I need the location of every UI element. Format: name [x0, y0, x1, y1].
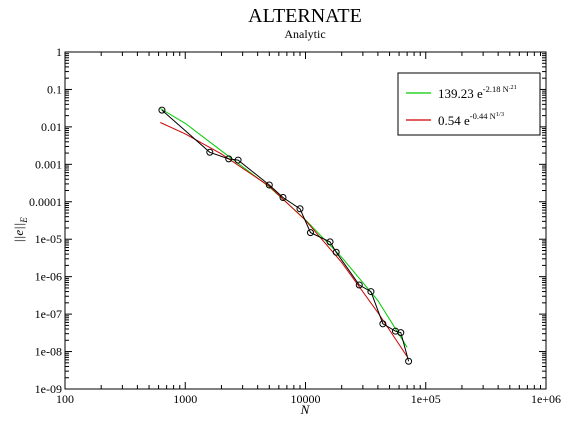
data-point — [306, 229, 314, 237]
data-point — [296, 205, 304, 213]
axis-ticks — [64, 52, 546, 390]
legend-red-coef: 0.54 — [438, 113, 461, 128]
data-point — [397, 329, 405, 337]
data-point — [367, 288, 375, 296]
y-tick-label: 1e-08 — [35, 345, 62, 359]
data-point — [265, 181, 273, 189]
y-tick-label: 1e-05 — [35, 232, 62, 246]
axis-tick-labels: 100 1000 10000 1e+05 1e+06 1 0.1 0.01 0.001 0.000… — [29, 45, 561, 406]
legend-box — [397, 72, 541, 136]
data-point — [326, 238, 334, 246]
data-point — [405, 357, 413, 365]
x-tick-label: 10000 — [291, 392, 321, 406]
y-tick-label: 1e-09 — [35, 382, 62, 396]
y-tick-label: 0.0001 — [29, 195, 62, 209]
x-tick-label: 1e+06 — [531, 392, 561, 406]
y-tick-label: 0.001 — [35, 157, 62, 171]
data-line — [161, 109, 410, 362]
x-tick-label: 1000 — [173, 392, 197, 406]
legend-green-coef: 139.23 — [438, 86, 474, 101]
legend-entry-red: 0.54 e-0.44 N1/3 — [438, 111, 504, 128]
y-tick-label: 0.1 — [47, 82, 62, 96]
legend-green-base: e — [477, 86, 483, 101]
data-point — [206, 148, 214, 156]
data-point — [234, 156, 242, 164]
legend-red-exp-power: 1/3 — [496, 111, 504, 118]
fit-line-green — [160, 108, 408, 348]
legend-green-exp-power: .21 — [509, 84, 517, 91]
x-axis-label: N — [300, 402, 311, 417]
y-axis-label: ||e||E — [11, 217, 29, 243]
legend-entry-green: 139.23 e-2.18 N.21 — [438, 84, 517, 101]
y-axis-label-main: ||e|| — [11, 223, 26, 243]
data-point — [225, 155, 233, 163]
legend-red-exp-prefix: -0.44 N — [470, 111, 496, 121]
legend-red-base: e — [464, 113, 470, 128]
y-tick-label: 1 — [56, 45, 62, 59]
y-tick-label: 0.01 — [41, 120, 62, 134]
chart-title: ALTERNATE — [248, 5, 362, 27]
data-point — [355, 281, 363, 289]
data-point — [332, 248, 340, 256]
y-tick-label: 1e-06 — [35, 270, 62, 284]
y-axis-label-subscript: E — [19, 217, 29, 224]
series-layer — [158, 106, 413, 365]
data-point — [379, 320, 387, 328]
chart-subtitle: Analytic — [284, 27, 325, 41]
x-tick-label: 1e+05 — [411, 392, 441, 406]
y-tick-label: 1e-07 — [35, 307, 62, 321]
legend: 139.23 e-2.18 N.21 0.54 e-0.44 N1/3 — [397, 72, 541, 136]
x-tick-label: 100 — [56, 392, 74, 406]
data-point — [279, 194, 287, 202]
data-point — [158, 106, 166, 114]
fit-line-red — [160, 122, 408, 357]
legend-green-exp-prefix: -2.18 N — [483, 84, 509, 94]
